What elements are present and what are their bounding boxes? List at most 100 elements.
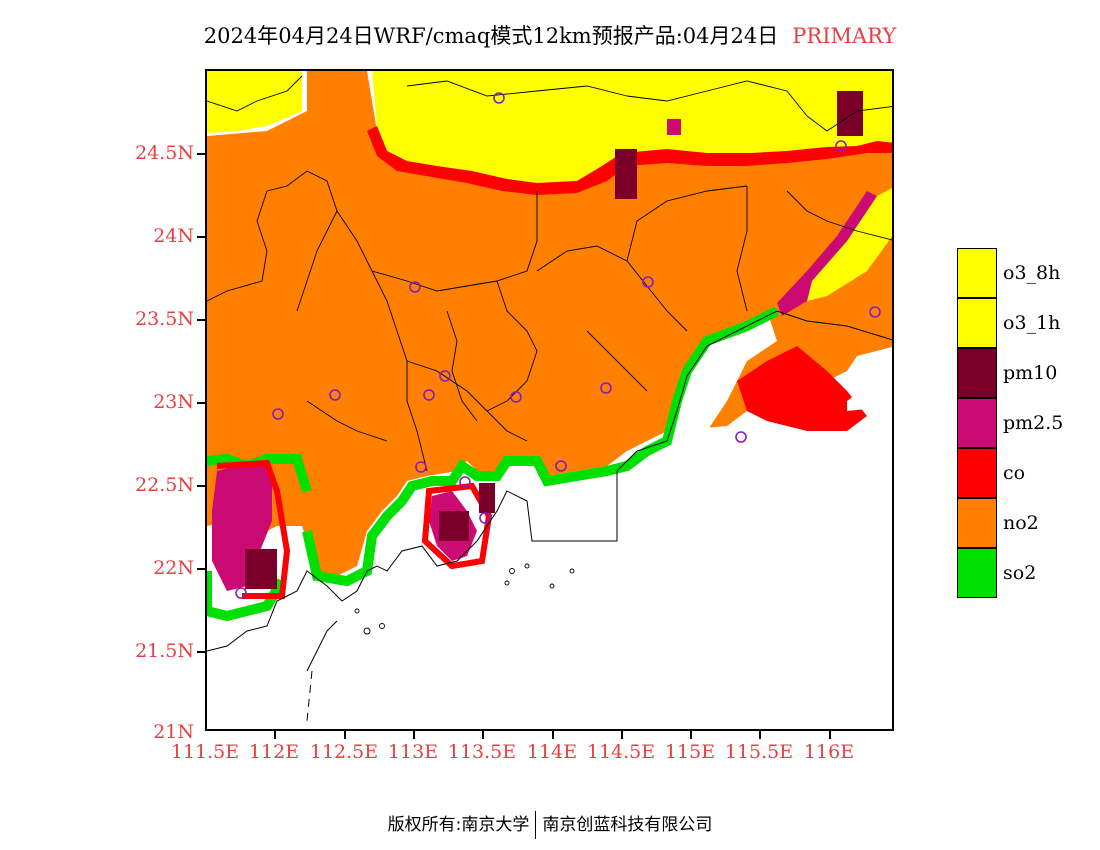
copyright-owner: 版权所有:南京大学 [387, 815, 530, 835]
lon-label: 112E [248, 741, 300, 763]
lat-tick [197, 153, 205, 155]
lat-label: 21N [153, 721, 194, 743]
o3-region-ne [807, 188, 892, 301]
o3-region [372, 71, 892, 183]
legend-label: co [1003, 462, 1026, 484]
pm25-spot-north [667, 119, 681, 135]
lat-label: 24.5N [135, 142, 194, 164]
legend-label: no2 [1003, 512, 1039, 534]
lon-tick [482, 731, 484, 739]
lon-tick [690, 731, 692, 739]
legend-swatch [957, 498, 997, 548]
lat-tick [197, 485, 205, 487]
pm10-region-sw [245, 549, 277, 589]
lat-tick [197, 651, 205, 653]
co-region-east [737, 346, 867, 431]
legend-swatch [957, 248, 997, 298]
lat-label: 22.5N [135, 474, 194, 496]
city-marker [600, 382, 612, 394]
legend-label: so2 [1003, 562, 1037, 584]
city-marker [459, 476, 471, 488]
title-tag: PRIMARY [792, 24, 897, 48]
lon-tick [344, 731, 346, 739]
lon-label: 113.5E [447, 741, 517, 763]
lon-tick [759, 731, 761, 739]
lon-tick [413, 731, 415, 739]
lat-tick [197, 319, 205, 321]
city-marker [555, 460, 567, 472]
legend-swatch [957, 348, 997, 398]
legend-label: o3_8h [1003, 262, 1061, 284]
legend-swatch [957, 448, 997, 498]
islands [354, 563, 575, 635]
lon-label: 115E [664, 741, 716, 763]
lon-tick [829, 731, 831, 739]
lon-label: 112.5E [309, 741, 379, 763]
legend-item: pm10 [957, 348, 1097, 398]
legend-label: o3_1h [1003, 312, 1061, 334]
pm10-spot-north2 [837, 91, 863, 136]
co-rim-prd [421, 482, 493, 570]
lon-label: 115.5E [724, 741, 794, 763]
pm-band-ne [777, 191, 877, 316]
city-marker [415, 461, 427, 473]
coastline [207, 310, 892, 722]
lon-label: 114.5E [586, 741, 656, 763]
pm10-spot-north [615, 149, 637, 199]
legend-label: pm10 [1003, 362, 1058, 384]
copyright-footer: 版权所有:南京大学 南京创蓝科技有限公司 [0, 810, 1100, 839]
city-marker [735, 431, 747, 443]
legend-swatch [957, 298, 997, 348]
city-marker [479, 512, 491, 524]
city-marker [493, 92, 505, 104]
co-rim-sw [216, 459, 291, 599]
admin-boundaries [207, 75, 892, 472]
legend-item: pm2.5 [957, 398, 1097, 448]
legend-label: pm2.5 [1003, 412, 1064, 434]
legend-item: o3_8h [957, 248, 1097, 298]
city-marker [409, 281, 421, 293]
legend-item: so2 [957, 548, 1097, 598]
lon-tick [552, 731, 554, 739]
lon-tick [621, 731, 623, 739]
legend-swatch [957, 548, 997, 598]
lat-label: 24N [153, 225, 194, 247]
no2-region [207, 71, 892, 576]
copyright-company: 南京创蓝科技有限公司 [542, 815, 713, 835]
lon-label: 111.5E [170, 741, 240, 763]
unfilled-east [847, 359, 892, 411]
city-markers [235, 92, 881, 599]
legend-item: co [957, 448, 1097, 498]
lon-label: 114E [526, 741, 578, 763]
map-title: 2024年04月24日WRF/cmaq模式12km预报产品:04月24日 PRIM… [0, 20, 1100, 50]
lon-label: 113E [387, 741, 439, 763]
lat-tick [197, 402, 205, 404]
lat-tick [197, 568, 205, 570]
unfilled-east2 [667, 311, 777, 441]
legend-item: o3_1h [957, 298, 1097, 348]
pollution-map [205, 69, 894, 731]
city-marker [510, 391, 522, 403]
lon-tick [274, 731, 276, 739]
city-marker [423, 389, 435, 401]
pm10-region-prd [439, 511, 469, 541]
map-canvas [207, 71, 892, 729]
footer-divider [535, 811, 537, 839]
city-marker [835, 140, 847, 152]
pm10-region-prd2 [479, 483, 495, 513]
legend-swatch [957, 398, 997, 448]
legend-item: no2 [957, 498, 1097, 548]
title-main: 2024年04月24日WRF/cmaq模式12km预报产品:04月24日 [203, 24, 779, 48]
lat-label: 22N [153, 557, 194, 579]
so2-coast [302, 306, 780, 587]
city-marker [869, 306, 881, 318]
lat-label: 23.5N [135, 308, 194, 330]
city-marker [272, 408, 284, 420]
legend: o3_8h o3_1h pm10 pm2.5 co no2 so2 [957, 248, 1097, 598]
lat-tick [197, 236, 205, 238]
city-marker [329, 389, 341, 401]
lon-label: 116E [803, 741, 855, 763]
lat-label: 23N [153, 391, 194, 413]
lat-label: 21.5N [135, 640, 194, 662]
city-marker [235, 587, 247, 599]
